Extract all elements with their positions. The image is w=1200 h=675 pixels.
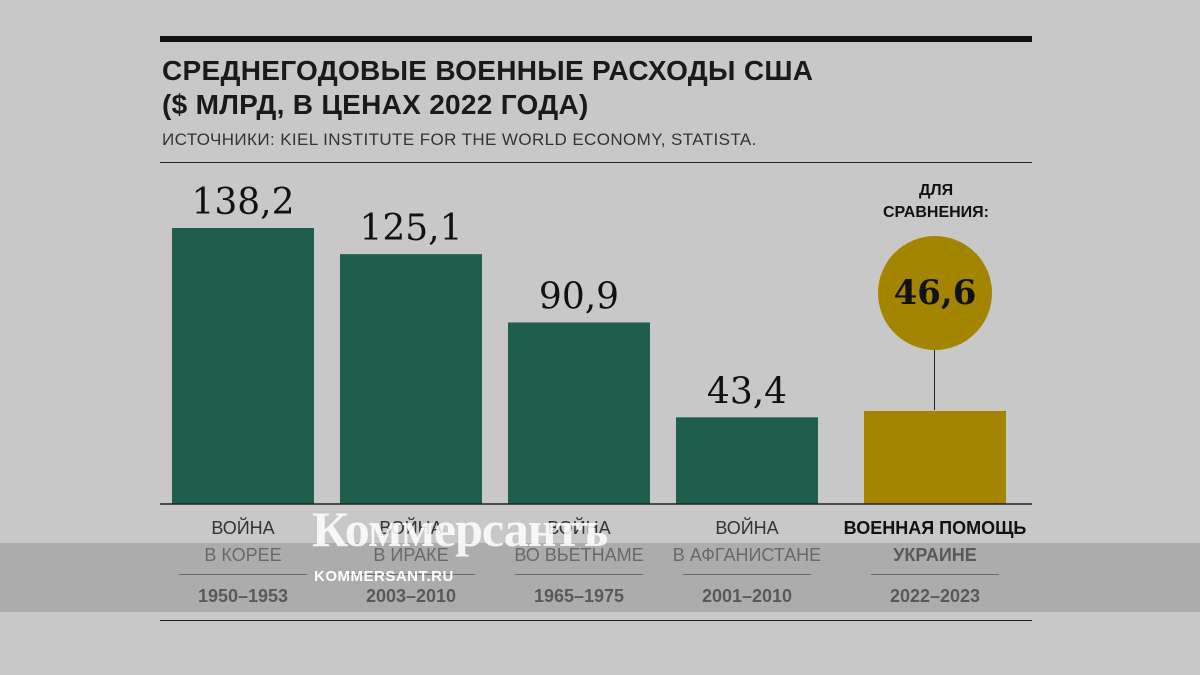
bar-2 (508, 322, 650, 504)
watermark-band (0, 543, 1200, 612)
watermark-logo: Коммерсантъ (312, 501, 608, 557)
bar-3 (676, 417, 818, 504)
comparison-connector (934, 350, 935, 410)
value-label-2: 90,9 (539, 276, 619, 317)
category-line-1: ВОЙНА (379, 518, 443, 538)
category-line-1: ВОЙНА (547, 518, 611, 538)
bottom-rule (160, 620, 1032, 621)
category-line-1: ВОЙНА (211, 518, 275, 538)
chart-title: СРЕДНЕГОДОВЫЕ ВОЕННЫЕ РАСХОДЫ США ($ МЛР… (162, 54, 1032, 122)
value-label-0: 138,2 (191, 182, 294, 223)
source-note: ИСТОЧНИКИ: KIEL INSTITUTE FOR THE WORLD … (162, 130, 757, 149)
title-line-1: СРЕДНЕГОДОВЫЕ ВОЕННЫЕ РАСХОДЫ США (162, 55, 814, 86)
comparison-value: 46,6 (893, 273, 977, 313)
comparison-label: ДЛЯ СРАВНЕНИЯ: (855, 180, 1017, 224)
bar-1 (340, 254, 482, 504)
comparison-label-line-2: СРАВНЕНИЯ: (882, 204, 990, 221)
value-label-3: 43,4 (707, 371, 787, 412)
value-label-1: 125,1 (359, 208, 462, 249)
comparison-label-line-1: ДЛЯ (918, 182, 954, 199)
title-line-2: ($ МЛРД, В ЦЕНАХ 2022 ГОДА) (162, 89, 589, 120)
watermark-url: KOMMERSANT.RU (314, 568, 454, 585)
bar-4 (864, 410, 1006, 504)
top-rule (160, 36, 1032, 42)
category-line-1: ВОЕННАЯ ПОМОЩЬ (843, 518, 1027, 538)
comparison-circle (878, 236, 992, 350)
header-divider (160, 162, 1032, 163)
category-line-1: ВОЙНА (715, 518, 779, 538)
bar-0 (172, 228, 314, 504)
